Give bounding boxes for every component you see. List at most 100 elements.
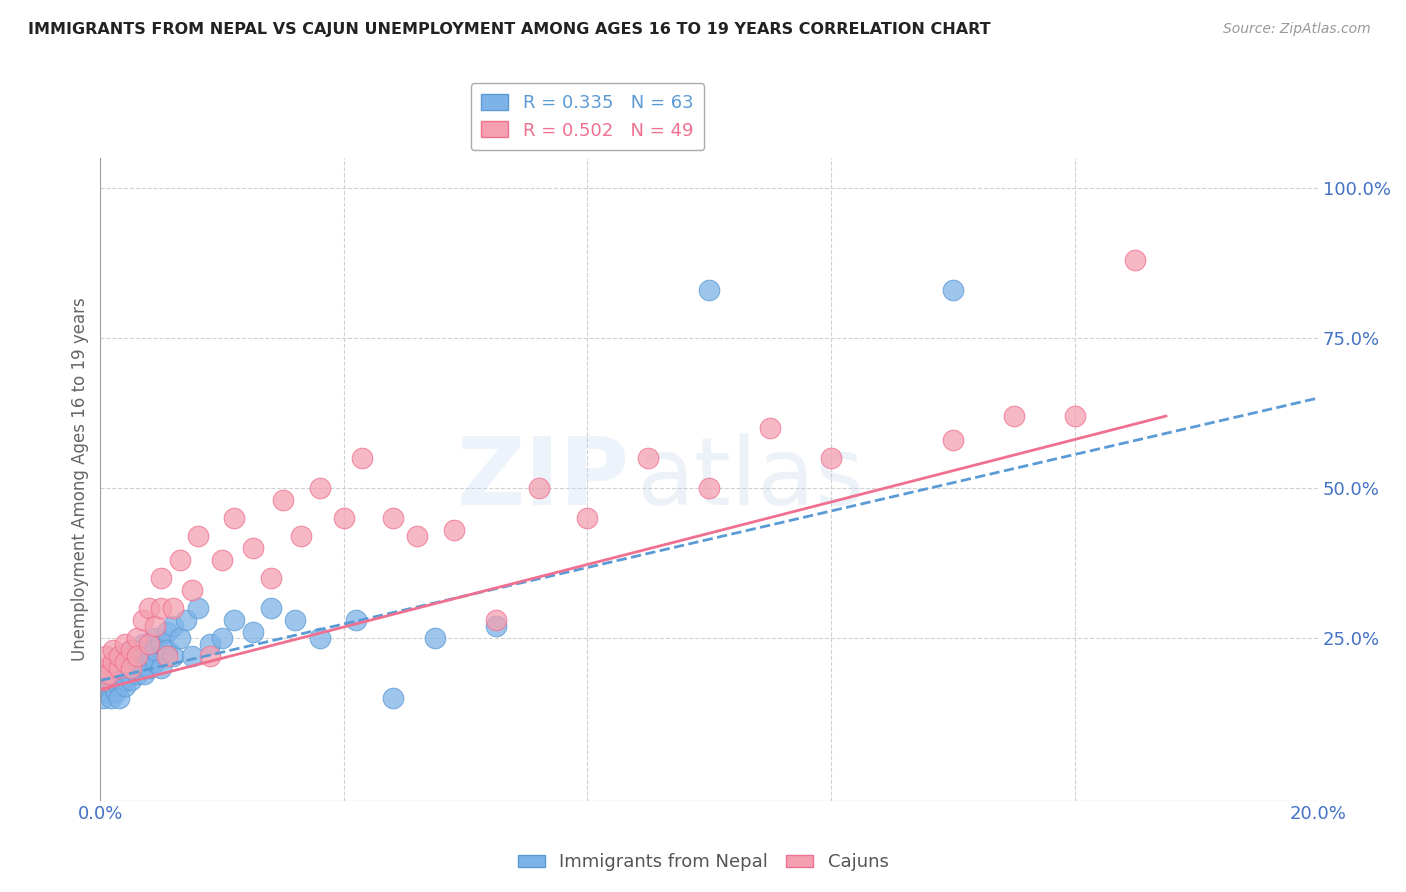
Point (1063, 409, 1085, 423)
Point (271, 493, 294, 508)
Point (120, 643, 142, 657)
Point (125, 643, 148, 657)
Point (242, 625, 264, 640)
Point (101, 643, 124, 657)
Point (381, 511, 404, 525)
Point (942, 433, 965, 447)
Point (576, 511, 599, 525)
Point (125, 649, 148, 664)
Point (150, 571, 173, 585)
Point (120, 667, 142, 681)
Point (162, 619, 184, 633)
Point (98, 667, 121, 681)
Point (143, 632, 166, 646)
Y-axis label: Unemployment Among Ages 16 to 19 years: Unemployment Among Ages 16 to 19 years (72, 297, 89, 661)
Point (211, 632, 233, 646)
Point (942, 283, 965, 297)
Point (98, 673, 121, 688)
Point (352, 451, 374, 466)
Point (260, 601, 283, 615)
Point (93, 691, 115, 706)
Point (104, 685, 127, 699)
Point (290, 529, 312, 543)
Point (107, 649, 129, 664)
Point (138, 661, 160, 675)
Point (132, 649, 155, 664)
Point (103, 667, 125, 681)
Point (115, 656, 138, 670)
Point (759, 421, 782, 435)
Point (143, 643, 166, 657)
Point (260, 571, 283, 585)
Point (100, 691, 122, 706)
Point (284, 613, 307, 627)
Point (138, 643, 160, 657)
Point (107, 691, 129, 706)
Point (114, 649, 136, 664)
Point (108, 649, 131, 664)
Point (132, 613, 155, 627)
Point (637, 451, 659, 466)
Point (697, 283, 720, 297)
Point (96, 661, 118, 675)
Point (114, 661, 136, 675)
Point (425, 632, 447, 646)
Point (211, 553, 233, 567)
Point (162, 649, 184, 664)
Point (224, 613, 246, 627)
Point (134, 667, 156, 681)
Point (381, 691, 404, 706)
Point (114, 656, 136, 670)
Point (138, 637, 160, 651)
Point (132, 661, 155, 675)
Point (114, 680, 136, 694)
Text: Source: ZipAtlas.com: Source: ZipAtlas.com (1223, 22, 1371, 37)
Point (443, 523, 465, 537)
Point (101, 661, 124, 675)
Point (697, 481, 720, 495)
Point (132, 637, 155, 651)
Point (101, 680, 124, 694)
Point (96, 649, 118, 664)
Point (150, 601, 173, 615)
Point (156, 643, 179, 657)
Point (122, 661, 145, 675)
Point (308, 481, 330, 495)
Point (93, 673, 115, 688)
Point (527, 481, 550, 495)
Point (111, 667, 134, 681)
Point (107, 680, 129, 694)
Point (485, 613, 508, 627)
Point (169, 553, 191, 567)
Point (117, 661, 139, 675)
Point (187, 529, 209, 543)
Point (107, 661, 129, 675)
Point (162, 601, 184, 615)
Point (120, 673, 142, 688)
Point (138, 601, 160, 615)
Point (143, 656, 166, 670)
Point (180, 649, 202, 664)
Point (114, 637, 136, 651)
Point (150, 661, 173, 675)
Point (187, 601, 209, 615)
Point (107, 673, 129, 688)
Point (101, 656, 124, 670)
Point (125, 632, 148, 646)
Point (174, 613, 197, 627)
Point (224, 511, 246, 525)
Point (198, 649, 221, 664)
Point (101, 673, 124, 688)
Point (406, 529, 429, 543)
Point (97, 680, 120, 694)
Point (333, 511, 356, 525)
Legend: R = 0.335   N = 63, R = 0.502   N = 49: R = 0.335 N = 63, R = 0.502 N = 49 (471, 83, 704, 151)
Point (485, 619, 508, 633)
Point (129, 649, 152, 664)
Point (120, 643, 142, 657)
Point (143, 619, 166, 633)
Point (820, 451, 842, 466)
Text: ZIP: ZIP (457, 434, 630, 525)
Legend: Immigrants from Nepal, Cajuns: Immigrants from Nepal, Cajuns (510, 847, 896, 879)
Point (242, 541, 264, 556)
